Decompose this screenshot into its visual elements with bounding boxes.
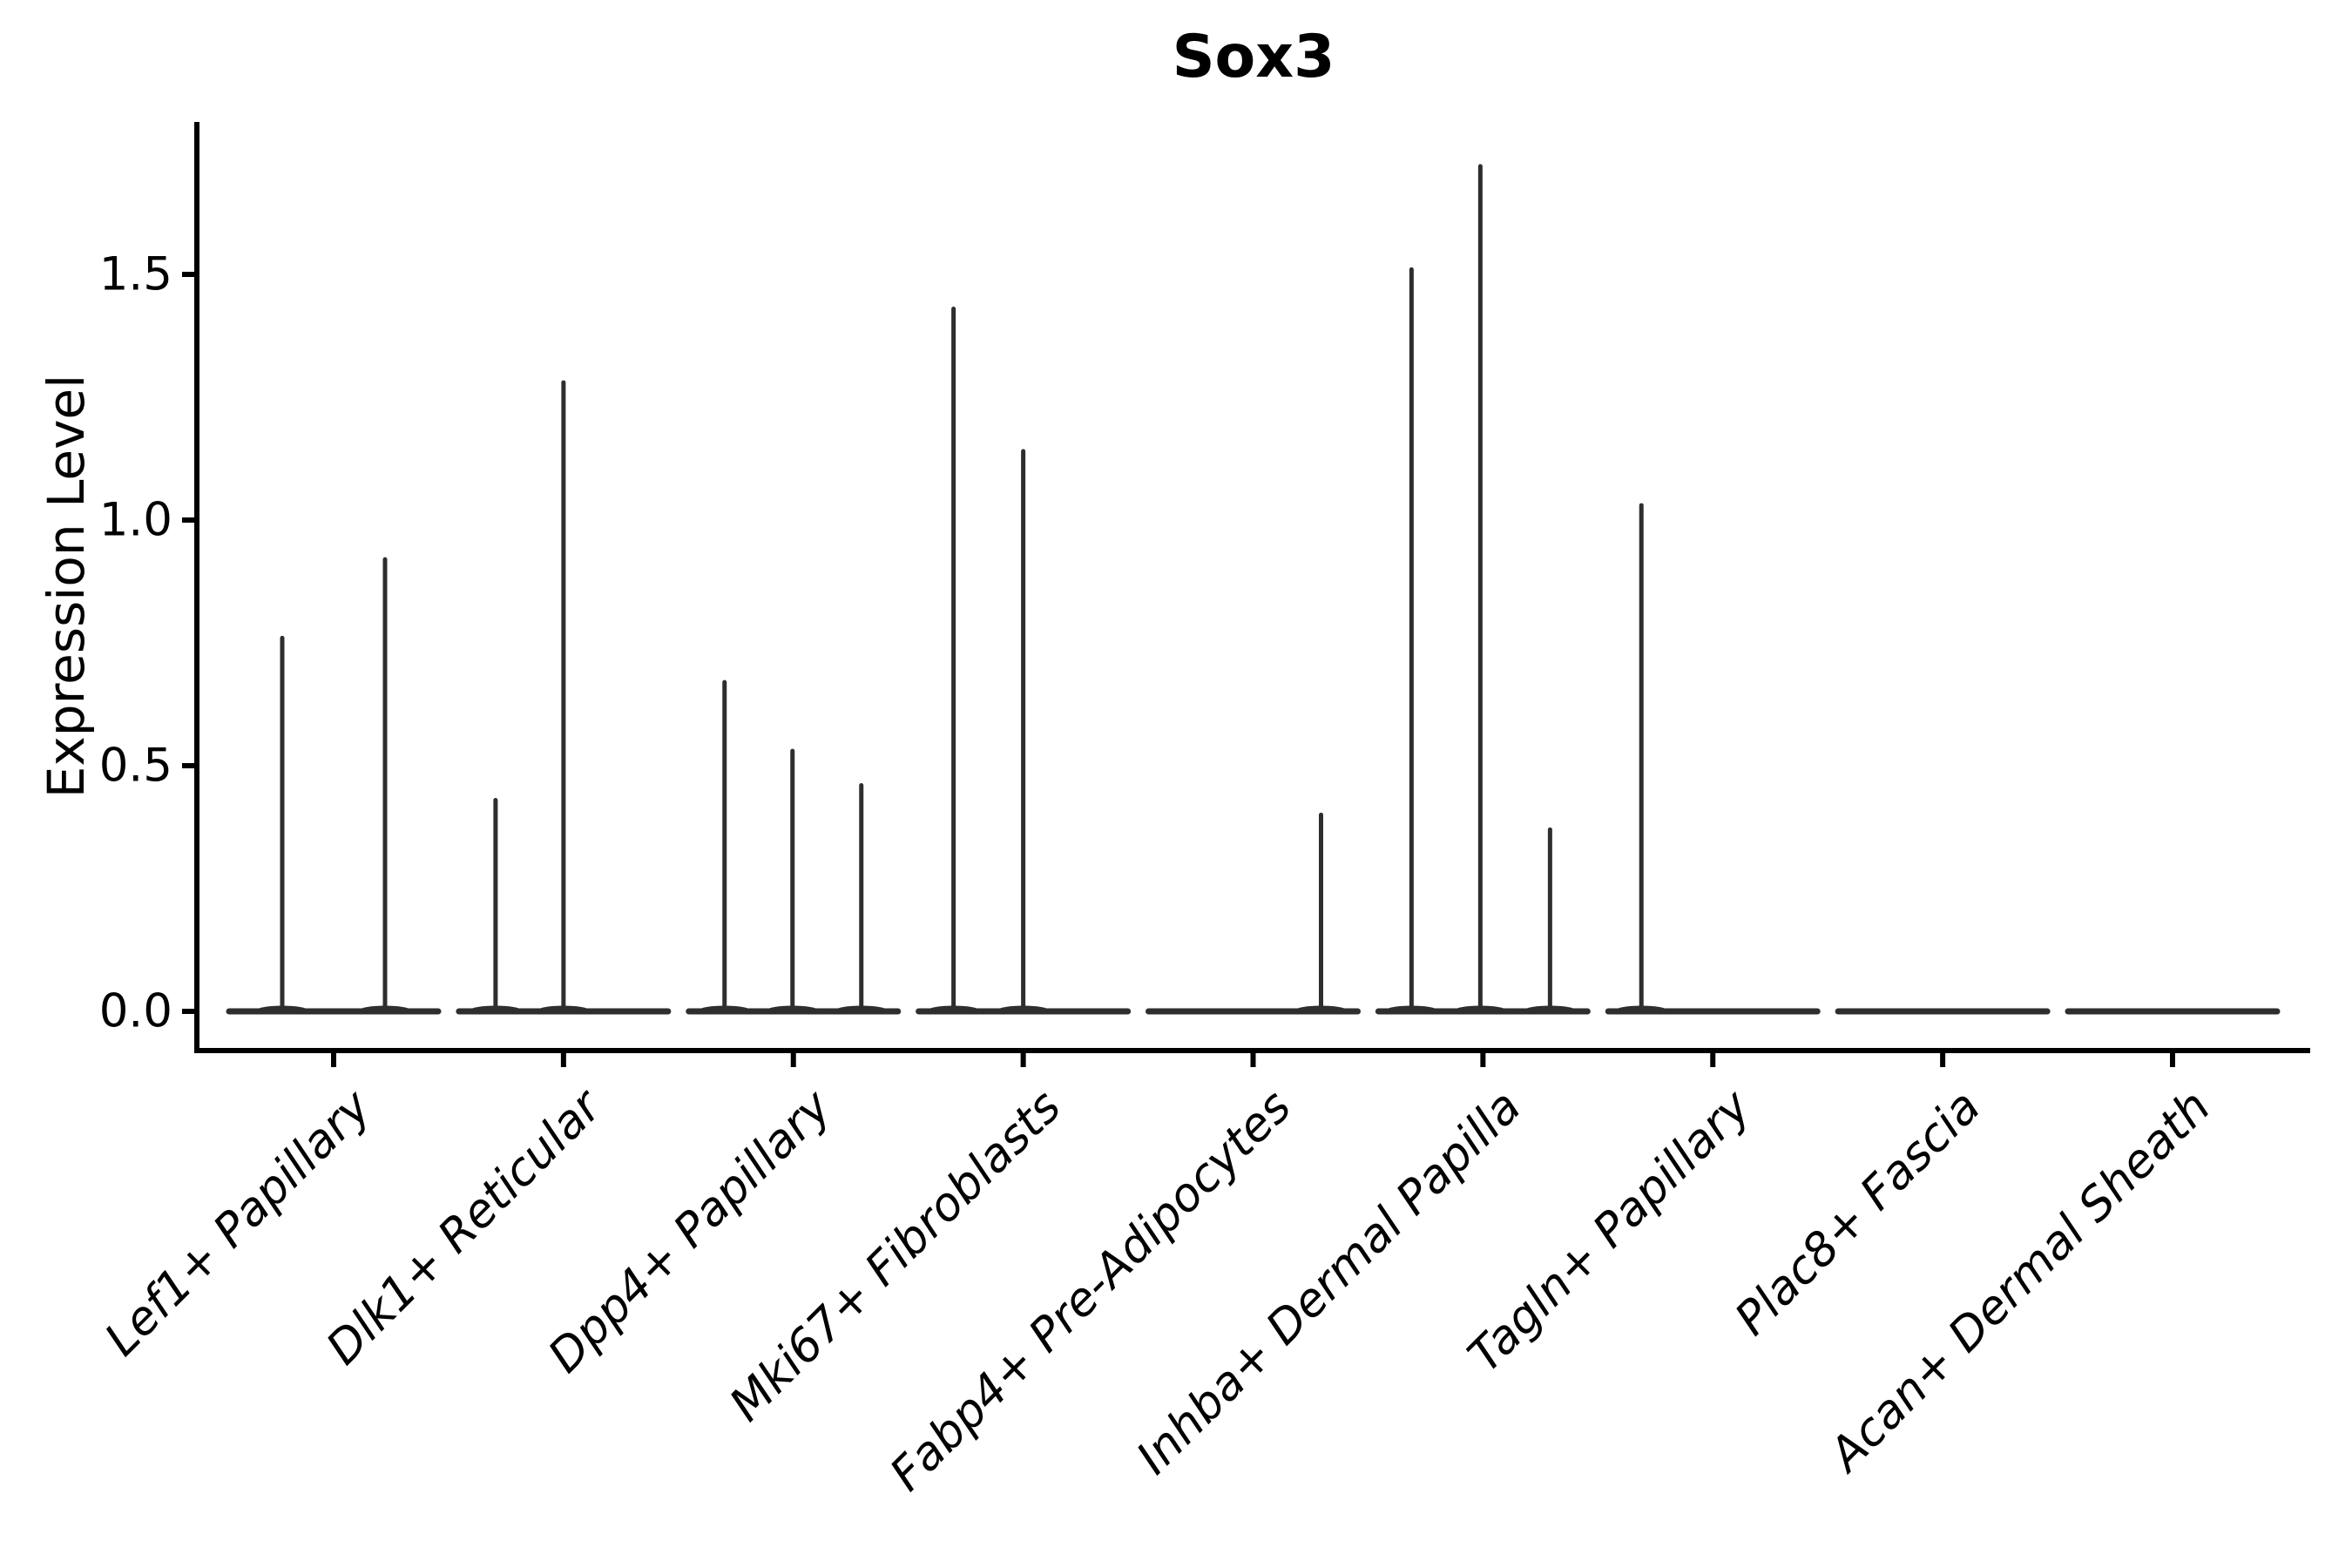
violin <box>456 380 672 1015</box>
violin <box>1605 503 1821 1015</box>
violin <box>1375 164 1591 1015</box>
violin <box>1146 812 1361 1015</box>
axes <box>182 122 2310 1067</box>
y-tick-label: 0.0 <box>98 984 172 1038</box>
violin <box>916 306 1132 1015</box>
chart-title: Sox3 <box>1172 23 1335 91</box>
y-tick-label: 1.5 <box>98 247 172 301</box>
y-tick-label: 0.5 <box>98 739 172 793</box>
violin <box>686 679 902 1015</box>
violins <box>226 164 2281 1015</box>
violin <box>226 557 442 1015</box>
y-tick-label: 1.0 <box>98 493 172 547</box>
